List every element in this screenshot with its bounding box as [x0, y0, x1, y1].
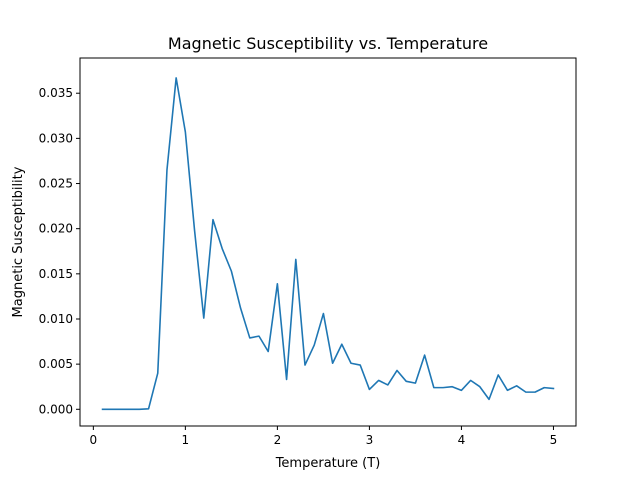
y-tick-label: 0.015 — [39, 267, 73, 281]
x-axis-label: Temperature (T) — [275, 456, 381, 471]
y-tick-label: 0.035 — [39, 86, 73, 100]
plot-area — [79, 57, 577, 427]
susceptibility-series-line — [101, 77, 555, 411]
y-tick-label: 0.030 — [39, 131, 73, 145]
axes-frame — [79, 57, 577, 427]
x-tick-label: 4 — [458, 433, 466, 447]
x-tick-label: 1 — [182, 433, 190, 447]
y-tick-label: 0.005 — [39, 357, 73, 371]
x-tick-label: 0 — [90, 433, 98, 447]
y-axis-ticks: 0.000 0.005 0.010 0.015 0.020 0.025 0.030 0.035 — [39, 86, 80, 416]
x-tick-label: 3 — [366, 433, 374, 447]
y-tick-label: 0.020 — [39, 222, 73, 236]
x-tick-label: 5 — [550, 433, 558, 447]
y-tick-label: 0.025 — [39, 177, 73, 191]
y-axis-label: Magnetic Susceptibility — [11, 166, 26, 317]
x-axis-ticks: 0 1 2 3 4 5 — [90, 426, 558, 447]
y-tick-label: 0.000 — [39, 402, 73, 416]
x-tick-label: 2 — [274, 433, 282, 447]
chart-title: Magnetic Susceptibility vs. Temperature — [168, 34, 488, 53]
y-tick-label: 0.010 — [39, 312, 73, 326]
